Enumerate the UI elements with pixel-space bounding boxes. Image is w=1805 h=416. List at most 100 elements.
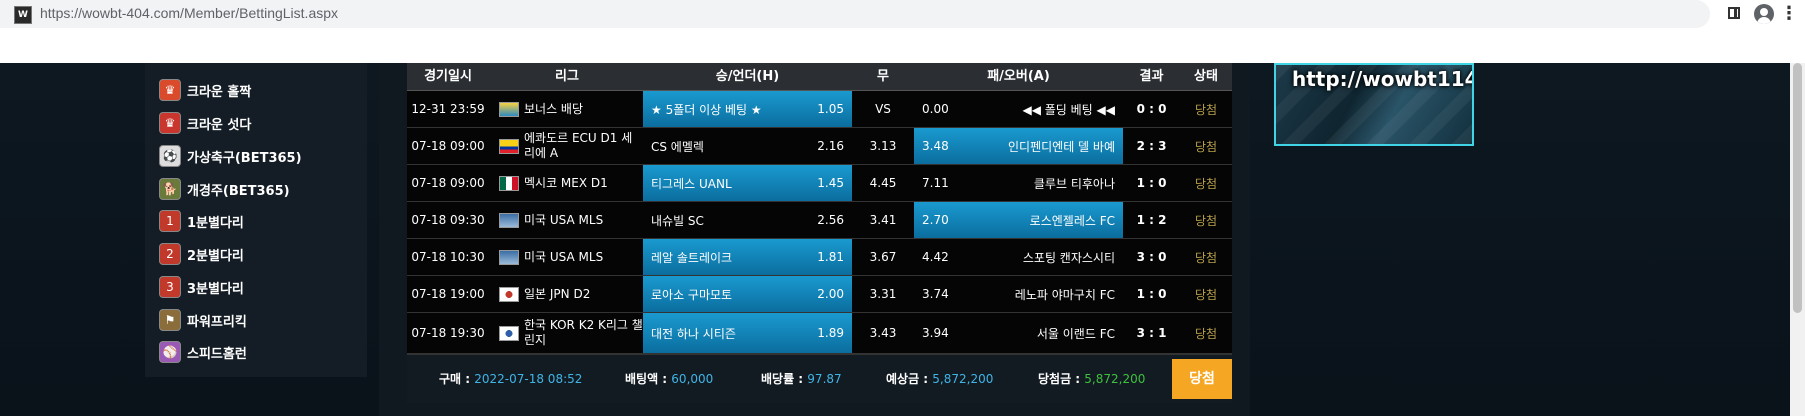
row-home-selection[interactable]: 티그레스 UANL 1.45 [643,165,852,201]
row-result: 0 : 0 [1136,102,1167,116]
bet-amount-label: 배팅액 : [625,372,668,386]
row-away-label: 인디펜디엔테 델 바예 [1008,139,1115,154]
row-home-selection[interactable]: 내슈빌 SC 2.56 [643,202,852,238]
expected-payout: 예상금 : 5,872,200 [886,355,993,403]
row-league-label: 미국 USA MLS [524,212,604,227]
row-home-selection[interactable]: 로아소 구마모토 2.00 [643,276,852,312]
odds-rate: 배당률 : 97.87 [761,355,842,403]
row-home-selection[interactable]: CS 에멜렉 2.16 [643,128,852,164]
address-bar[interactable]: W https://wowbt-404.com/Member/BettingLi… [0,0,1710,28]
row-draw[interactable]: 3.41 [869,213,897,227]
sidebar-item-star-ladder-2[interactable]: 2 2분별다리 [159,242,244,266]
ecuador-flag-icon [499,138,519,154]
power-freekick-icon: ⚑ [159,309,181,331]
soccer-ball-icon: ⚽ [159,145,181,167]
row-away-label: 클루브 티후아나 [1033,176,1115,191]
dog-race-icon: 🐕 [159,178,181,200]
bet-amount: 배팅액 : 60,000 [625,355,713,403]
row-home-odds: 1.45 [817,176,844,190]
side-panel-icon[interactable] [1725,5,1743,23]
speed-homerun-icon: ⚾ [159,341,181,363]
banner-pattern [1276,65,1472,144]
row-away-selection[interactable]: 0.00 ◀◀ 폴딩 베팅 ◀◀ [914,91,1123,127]
bonus-flag-icon [499,101,519,117]
sidebar-item-crown-oddeven[interactable]: ♛ 크라운 홀짝 [159,78,251,102]
row-result: 2 : 3 [1136,139,1167,153]
usa-mls-icon [499,249,519,265]
sidebar-item-label: 2분별다리 [187,248,244,264]
row-league: 보너스 배당 [491,91,643,127]
row-home-label: ★ 5폴더 이상 베팅 ★ [651,102,762,117]
sidebar-item-label: 파워프리킥 [187,314,247,330]
sidebar-item-label: 크라운 홀짝 [187,84,252,100]
sidebar-item-dog-race[interactable]: 🐕 개경주(BET365) [159,177,290,201]
scrollbar-thumb[interactable] [1793,63,1802,313]
odds-value: 97.87 [807,372,842,386]
header-draw: 무 [877,69,889,84]
row-draw[interactable]: 4.45 [869,176,897,190]
win-amount: 당첨금 : 5,872,200 [1038,355,1145,403]
row-draw[interactable]: 3.67 [869,250,897,264]
row-home-selection[interactable]: 레알 솔트레이크 1.81 [643,239,852,275]
row-away-selection[interactable]: 7.11 클루브 티후아나 [914,165,1123,201]
row-draw[interactable]: 3.13 [869,139,897,153]
row-away-selection[interactable]: 4.42 스포팅 캔자스시티 [914,239,1123,275]
row-away-selection[interactable]: 3.94 서울 이랜드 FC [914,313,1123,353]
korea-k2-icon [499,325,519,341]
table-row: 07-18 10:30 미국 USA MLS 레알 솔트레이크 1.81 3.6… [407,239,1232,276]
table-row: 12-31 23:59 보너스 배당 ★ 5폴더 이상 베팅 ★ 1.05 VS… [407,91,1232,128]
odds-label: 배당률 : [761,372,804,386]
sidebar-item-virtual-soccer[interactable]: ⚽ 가상축구(BET365) [159,144,302,168]
row-home-label: 로아소 구마모토 [651,287,733,302]
row-draw[interactable]: 3.31 [869,287,897,301]
sidebar-item-power-freekick[interactable]: ⚑ 파워프리킥 [159,308,247,332]
row-home-selection[interactable]: 대전 하나 시티즌 1.89 [643,313,852,353]
row-home-odds: 2.16 [817,139,844,153]
site-url-banner[interactable]: http://wowbt114.com [1274,63,1474,146]
table-row: 07-18 19:30 한국 KOR K2 K리그 챌린지 대전 하나 시티즌 … [407,313,1232,354]
row-result: 1 : 0 [1136,176,1167,190]
star-ladder-2-icon: 2 [159,243,181,265]
sidebar-item-speed-homerun[interactable]: ⚾ 스피드홈런 [159,340,247,364]
address-bar-url[interactable]: https://wowbt-404.com/Member/BettingList… [40,5,339,21]
row-home-odds: 2.56 [817,213,844,227]
sidebar-item-star-ladder-3[interactable]: 3 3분별다리 [159,275,244,299]
row-home-selection[interactable]: ★ 5폴더 이상 베팅 ★ 1.05 [643,91,852,127]
row-league-label: 멕시코 MEX D1 [524,175,608,190]
row-date: 07-18 19:00 [411,287,485,301]
row-league-label: 에콰도르 ECU D1 세리에 A [524,131,633,160]
sidebar-item-crown-seotda[interactable]: ♛ 크라운 섯다 [159,111,251,135]
sidebar-item-label: 1분별다리 [187,215,244,231]
usa-mls-icon [499,212,519,228]
header-status: 상태 [1194,69,1218,84]
win-status-button[interactable]: 당첨 [1172,359,1232,399]
row-date: 07-18 09:30 [411,213,485,227]
row-away-selection[interactable]: 3.74 레노파 야마구치 FC [914,276,1123,312]
row-league: 에콰도르 ECU D1 세리에 A [491,128,643,164]
row-away-selection[interactable]: 3.48 인디펜디엔테 델 바예 [914,128,1123,164]
table-header: 경기일시 리그 승/언더(H) 무 패/오버(A) 결과 상태 [407,63,1232,91]
page-scrollbar[interactable] [1790,63,1805,416]
table-row: 07-18 19:00 일본 JPN D2 로아소 구마모토 2.00 3.31… [407,276,1232,313]
profile-icon[interactable] [1754,4,1774,24]
row-home-label: 레알 솔트레이크 [651,250,733,265]
table-row: 07-18 09:00 멕시코 MEX D1 티그레스 UANL 1.45 4.… [407,165,1232,202]
row-away-odds: 7.11 [922,176,949,190]
star-ladder-3-icon: 3 [159,276,181,298]
sidebar-item-star-ladder-1[interactable]: 1 1분별다리 [159,209,244,233]
star-ladder-1-icon: 1 [159,210,181,232]
browser-menu-icon[interactable]: ⋮ [1780,3,1798,24]
row-result: 3 : 0 [1136,250,1167,264]
bet-amount-value: 60,000 [671,372,714,386]
row-league: 일본 JPN D2 [491,276,643,312]
row-draw[interactable]: 3.43 [869,326,897,340]
table-row: 07-18 09:00 에콰도르 ECU D1 세리에 A CS 에멜렉 2.1… [407,128,1232,165]
row-away-selection[interactable]: 2.70 로스엔젤레스 FC [914,202,1123,238]
row-date: 07-18 09:00 [411,176,485,190]
row-draw[interactable]: VS [875,102,891,116]
win-label: 당첨금 : [1038,372,1081,386]
row-league: 멕시코 MEX D1 [491,165,643,201]
crown-oddeven-icon: ♛ [159,79,181,101]
row-away-odds: 2.70 [922,213,949,227]
betting-list-panel: 경기일시 리그 승/언더(H) 무 패/오버(A) 결과 상태 12-31 23… [379,63,1250,416]
